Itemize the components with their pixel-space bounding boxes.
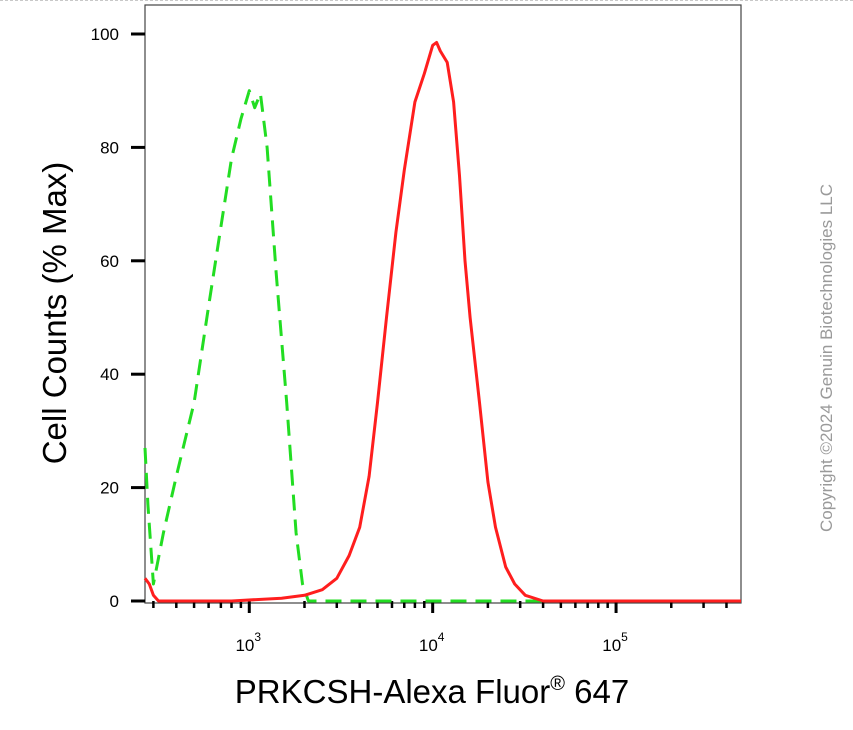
series-line-1 [143, 89, 741, 603]
copyright-watermark: Copyright ©2024 Genuin Biotechnologies L… [817, 184, 836, 532]
y-tick-label: 60 [100, 252, 119, 271]
y-tick-label: 100 [91, 25, 119, 44]
plot-frame [144, 4, 742, 604]
x-axis-label-tail: 647 [565, 673, 629, 710]
x-axis-label-main: PRKCSH-Alexa Fluor [235, 673, 550, 710]
x-tick-base: 10 [419, 636, 438, 655]
x-axis: 103 104 105 [152, 601, 728, 655]
top-border [0, 0, 853, 1]
y-tick-label: 0 [110, 592, 119, 611]
y-axis: 0 20 40 60 80 100 [91, 25, 145, 611]
x-tick-exponent: 5 [621, 630, 628, 644]
x-tick-label: 105 [602, 630, 628, 655]
x-tick-label: 103 [235, 630, 261, 655]
x-axis-label: PRKCSH-Alexa Fluor® 647 [235, 673, 629, 710]
y-axis-label: Cell Counts (% Max) [36, 162, 73, 465]
y-tick-label: 20 [100, 479, 119, 498]
series-line-2 [143, 41, 741, 603]
series-layer [143, 41, 741, 603]
x-axis-label-registered: ® [550, 673, 565, 695]
y-tick-label: 80 [100, 138, 119, 157]
x-tick-base: 10 [602, 636, 621, 655]
x-tick-exponent: 3 [254, 630, 261, 644]
x-tick-label: 104 [419, 630, 445, 655]
x-tick-exponent: 4 [438, 630, 445, 644]
y-tick-label: 40 [100, 365, 119, 384]
x-tick-base: 10 [235, 636, 254, 655]
